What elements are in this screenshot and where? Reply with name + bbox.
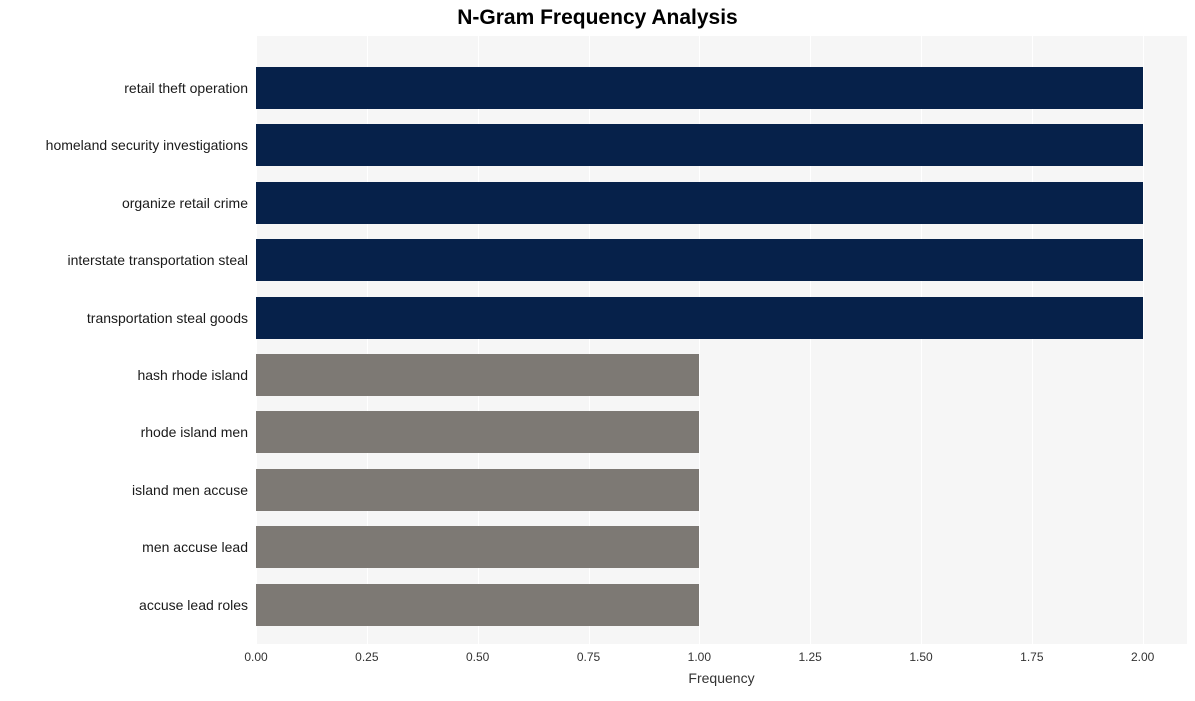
x-tick-label: 0.50 [466,644,489,664]
bar [256,584,699,626]
bar [256,297,1143,339]
x-tick-label: 1.75 [1020,644,1043,664]
x-tick-label: 1.25 [798,644,821,664]
ngram-frequency-chart: N-Gram Frequency Analysis Frequency 0.00… [0,0,1195,701]
x-tick-label: 0.25 [355,644,378,664]
x-tick-label: 1.00 [688,644,711,664]
y-tick-label: interstate transportation steal [67,252,256,268]
x-tick-label: 1.50 [909,644,932,664]
x-tick-label: 2.00 [1131,644,1154,664]
y-tick-label: men accuse lead [142,539,256,555]
bar [256,354,699,396]
x-tick-label: 0.75 [577,644,600,664]
bar [256,67,1143,109]
plot-area: Frequency 0.000.250.500.751.001.251.501.… [256,36,1187,644]
bar [256,469,699,511]
bar [256,124,1143,166]
chart-title: N-Gram Frequency Analysis [0,6,1195,30]
y-tick-label: rhode island men [141,424,256,440]
y-tick-label: transportation steal goods [87,310,256,326]
y-tick-label: homeland security investigations [46,137,256,153]
bar [256,239,1143,281]
bar [256,411,699,453]
bar [256,182,1143,224]
x-axis-title: Frequency [256,644,1187,686]
y-tick-label: retail theft operation [124,80,256,96]
x-tick-label: 0.00 [244,644,267,664]
y-tick-label: accuse lead roles [139,597,256,613]
y-tick-label: island men accuse [132,482,256,498]
bar [256,526,699,568]
y-tick-label: organize retail crime [122,195,256,211]
gridline [1143,36,1144,644]
y-tick-label: hash rhode island [137,367,256,383]
